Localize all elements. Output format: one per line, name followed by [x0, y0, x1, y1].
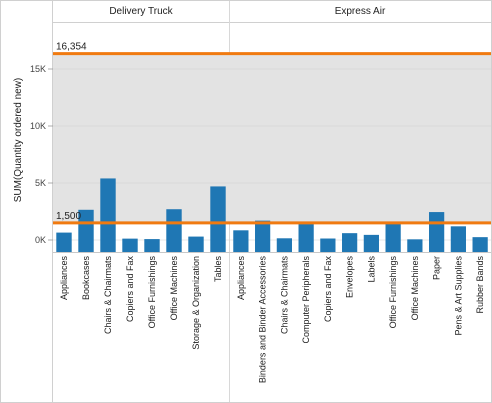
reference-band	[53, 53, 491, 223]
category-label: Paper	[432, 256, 442, 280]
category-label: Envelopes	[345, 256, 355, 299]
reference-line-label: 1,500	[56, 211, 81, 222]
category-label: Labels	[366, 256, 376, 283]
category-label: Computer Peripherals	[301, 256, 311, 344]
reference-line-label: 16,354	[56, 42, 87, 53]
bar[interactable]	[407, 239, 423, 252]
category-label: Chairs & Chairmats	[279, 256, 289, 335]
bar[interactable]	[363, 234, 379, 252]
y-tick-label: 15K	[30, 64, 46, 74]
category-label: Office Machines	[410, 256, 420, 321]
bar[interactable]	[320, 238, 336, 252]
panel-header-delivery-truck: Delivery Truck	[109, 6, 173, 17]
bar[interactable]	[472, 237, 488, 252]
bar[interactable]	[56, 232, 72, 252]
y-axis-ticks: 0K 5K 10K 15K	[30, 64, 53, 245]
category-label: Rubber Bands	[475, 256, 485, 314]
bar[interactable]	[122, 238, 138, 252]
y-tick-label: 0K	[35, 235, 46, 245]
bar[interactable]	[429, 212, 445, 252]
bar[interactable]	[166, 209, 182, 252]
category-label: Office Furnishings	[388, 256, 398, 329]
y-axis-label: SUM(Quantity ordered new)	[13, 78, 24, 203]
bar[interactable]	[233, 230, 249, 252]
category-label: Copiers and Fax	[323, 256, 333, 323]
bar[interactable]	[298, 224, 314, 252]
category-label: Bookcases	[81, 256, 91, 301]
bar[interactable]	[144, 239, 160, 252]
category-label: Office Machines	[169, 256, 179, 321]
category-label: Office Furnishings	[147, 256, 157, 329]
category-label: Appliances	[236, 256, 246, 301]
category-label: Binders and Binder Accessories	[258, 256, 268, 384]
y-tick-label: 10K	[30, 121, 46, 131]
category-label: Chairs & Chairmats	[103, 256, 113, 335]
category-label: Copiers and Fax	[125, 256, 135, 323]
category-label: Storage & Organization	[191, 256, 201, 350]
reference-lines: 16,354 1,500	[53, 42, 491, 225]
y-tick-label: 5K	[35, 178, 46, 188]
bar[interactable]	[78, 209, 94, 252]
bar[interactable]	[210, 186, 226, 252]
bar[interactable]	[255, 220, 271, 252]
bar[interactable]	[276, 238, 292, 252]
bar[interactable]	[188, 236, 204, 252]
category-label: Tables	[213, 256, 223, 283]
panel-header-express-air: Express Air	[335, 6, 386, 17]
bar[interactable]	[100, 178, 116, 252]
bar[interactable]	[450, 226, 466, 252]
category-label: Pens & Art Supplies	[453, 256, 463, 336]
plot-area	[53, 53, 491, 253]
bar[interactable]	[342, 233, 358, 252]
x-axis-categories: Appliances Bookcases Chairs & Chairmats Cop…	[59, 256, 485, 384]
bar[interactable]	[385, 222, 401, 252]
category-label: Appliances	[59, 256, 69, 301]
